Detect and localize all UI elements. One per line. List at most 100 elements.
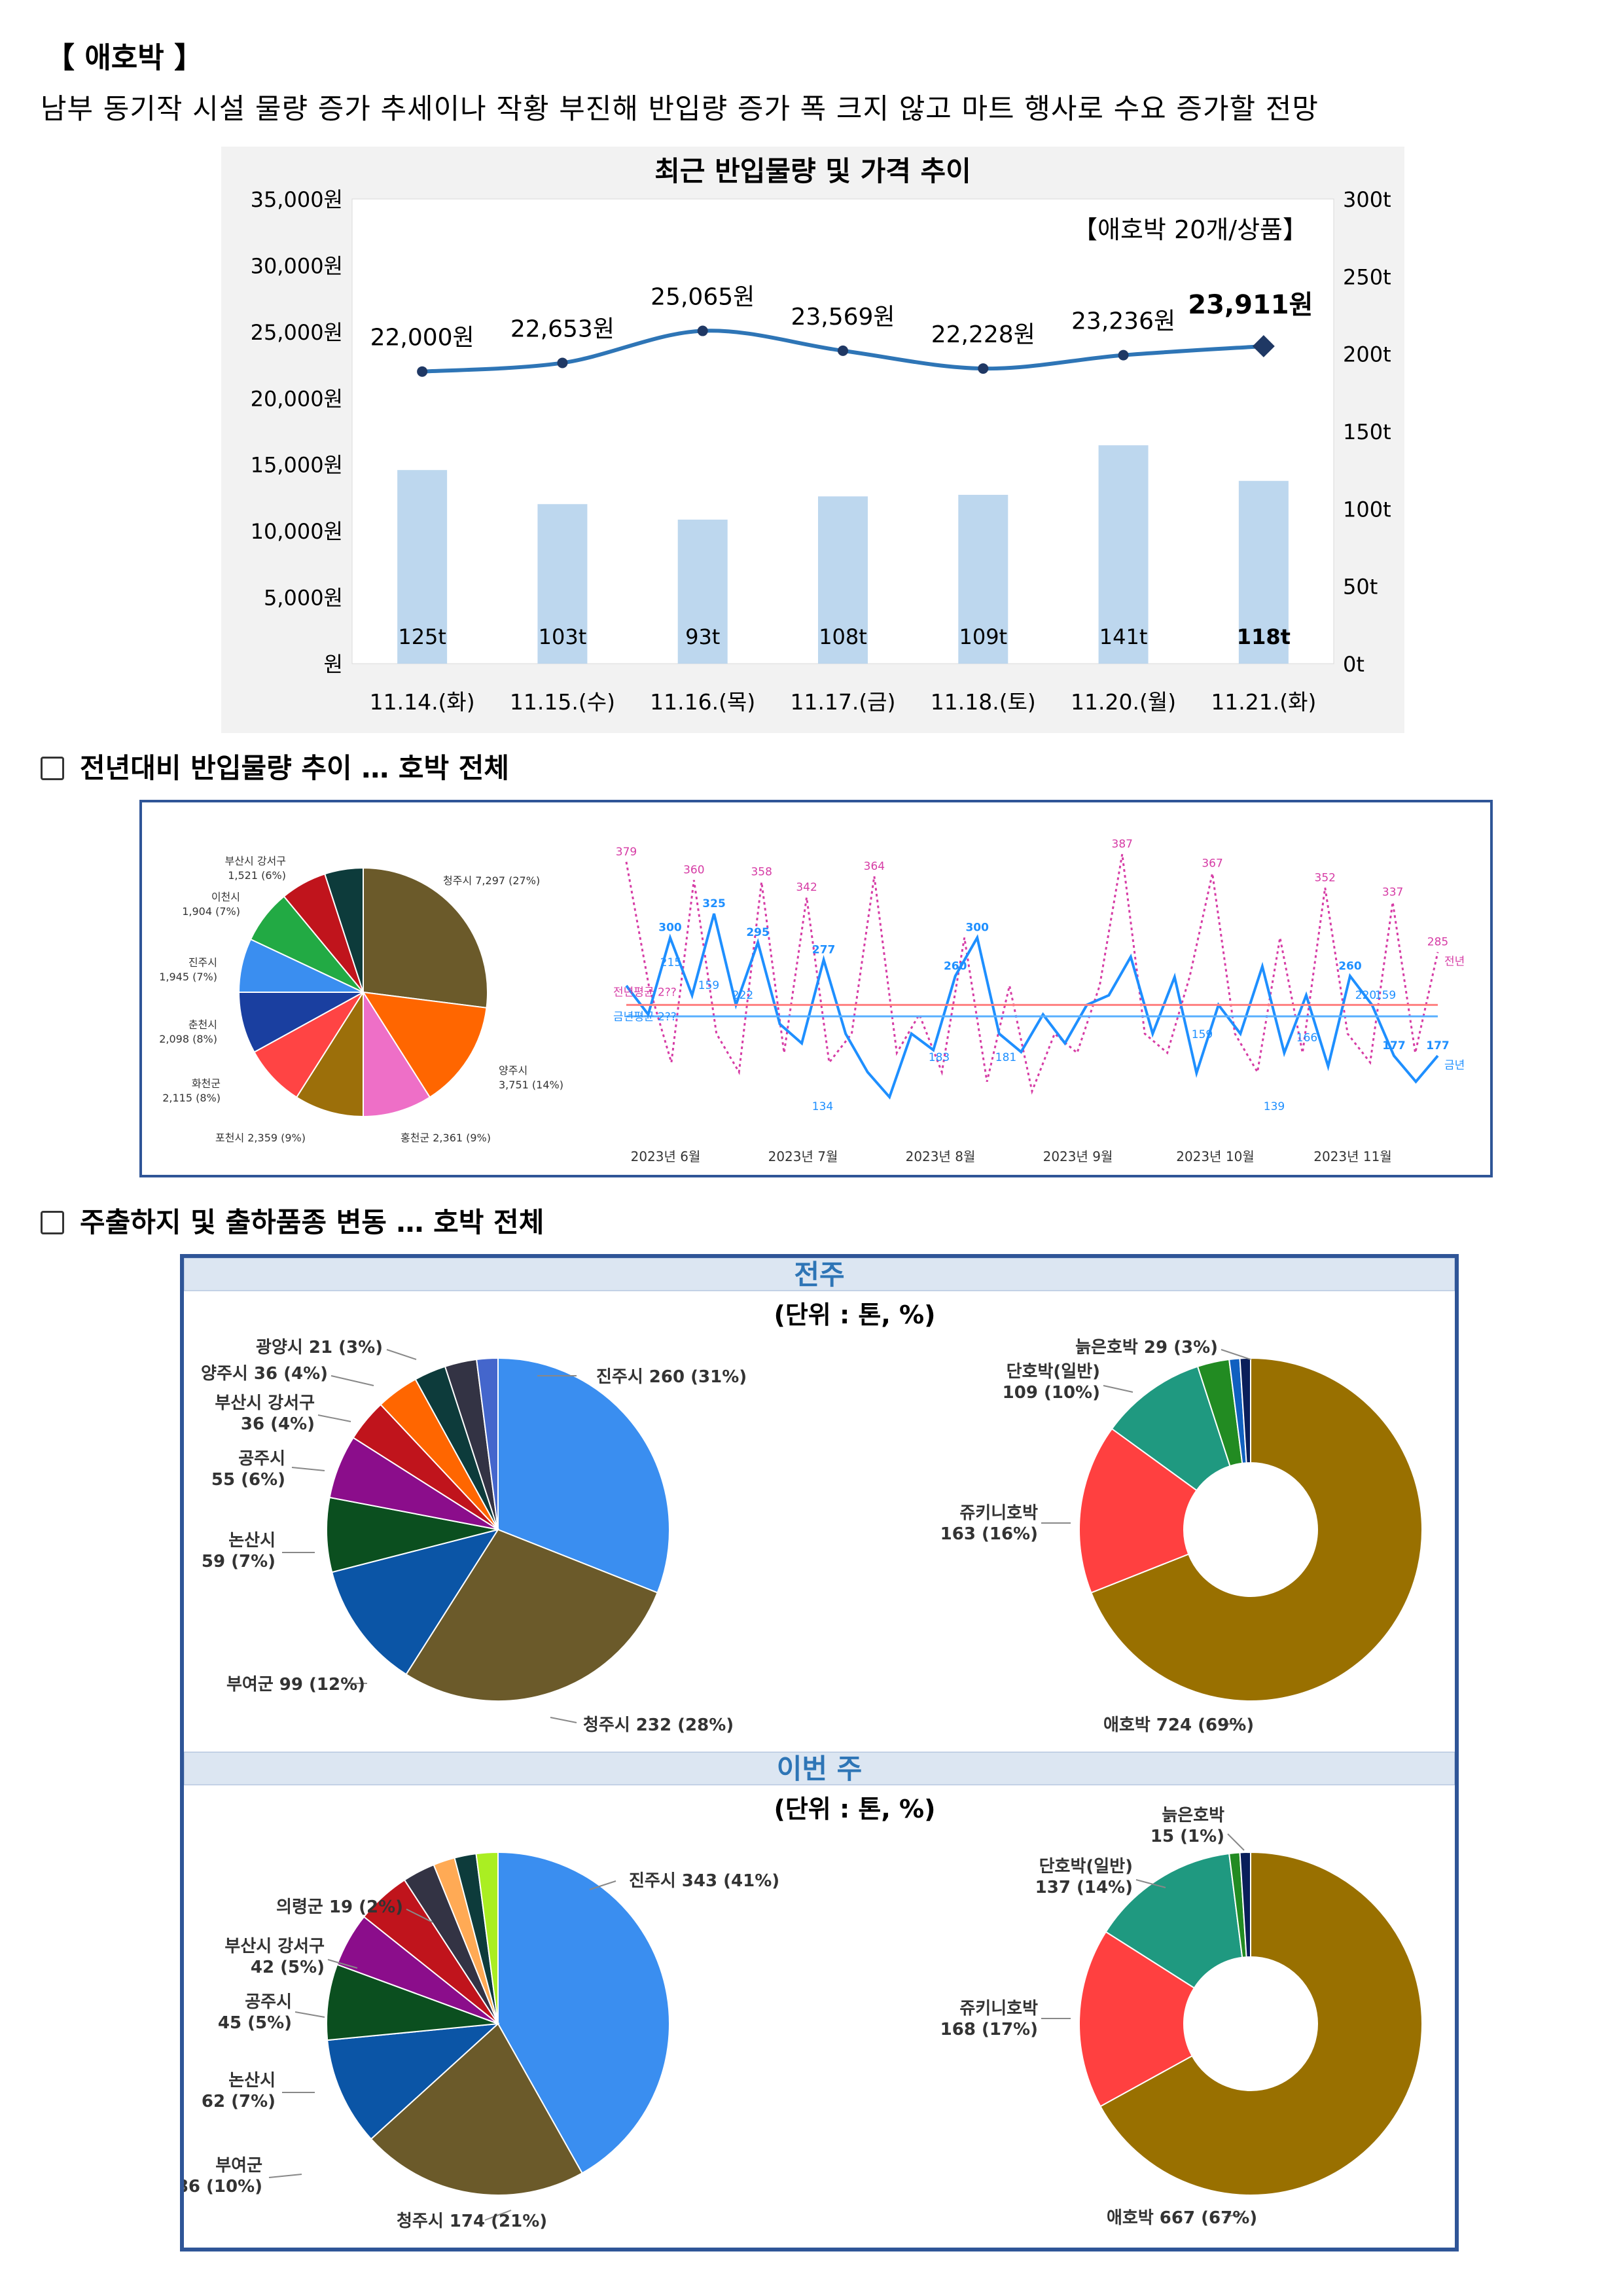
origin-pie-label: 광양시 21 (3%): [256, 1338, 383, 1357]
yoy-prev-peak-label: 358: [751, 866, 772, 879]
variety-donut-label: 쥬키니호박: [959, 1503, 1038, 1523]
variety-donut-label: 애호박 667 (67%): [1107, 2208, 1257, 2228]
yoy-prev-peak-label: 367: [1202, 857, 1222, 870]
yoy-curr-peak-label: 295: [746, 926, 770, 939]
yoy-pie-label: 2,115 (8%): [162, 1092, 221, 1104]
price-marker: [697, 325, 708, 336]
week-unit: (단위 : 톤, %): [774, 1795, 935, 1823]
avg-label-prev: 전년평균 2??: [613, 986, 677, 999]
variety-donut-label: 109 (10%): [1003, 1383, 1100, 1403]
section-origin-label: 주출하지 및 출하품종 변동 … 호박 전체: [80, 1206, 544, 1238]
y-right-tick: 300t: [1343, 187, 1391, 212]
x-tick-label: 11.17.(금): [790, 689, 895, 715]
yoy-curr-peak-label: 177: [1426, 1039, 1450, 1052]
origin-pie-slice: [327, 2022, 500, 2140]
origin-pie-label: 부산시 강서구: [224, 1937, 325, 1956]
yoy-legend-curr: 금년: [1444, 1059, 1465, 1072]
yoy-pie-label: 2,098 (8%): [159, 1033, 217, 1045]
yoy-pie-slice: [253, 992, 364, 1098]
variety-donut-label: 늙은호박 29 (3%): [1075, 1338, 1218, 1357]
yoy-pie-label: 진주시: [188, 956, 217, 969]
origin-pie-slice: [405, 1528, 658, 1702]
price-marker: [838, 345, 848, 356]
yoy-pie-label: 1,945 (7%): [159, 971, 217, 983]
y-right-tick: 0t: [1343, 652, 1364, 677]
x-tick-label: 11.18.(토): [931, 689, 1036, 715]
yoy-x-label: 2023년 7월: [768, 1149, 838, 1164]
yoy-mid-label: 166: [1296, 1031, 1317, 1045]
y-left-tick: 15,000원: [251, 453, 343, 478]
y-right-tick: 150t: [1343, 420, 1391, 444]
price-marker: [978, 363, 989, 374]
yoy-mid-label: 159: [1375, 989, 1396, 1002]
origin-pie-label: 36 (4%): [241, 1414, 315, 1434]
chart-note: 【애호박 20개/상품】: [1073, 215, 1308, 244]
volume-bar: [677, 519, 728, 664]
volume-label: 125t: [398, 624, 446, 649]
y-right-tick: 50t: [1343, 575, 1378, 600]
yoy-curr-peak-label: 300: [658, 922, 682, 935]
volume-bar: [537, 504, 588, 664]
origin-variety-panel: 전주 (단위 : 톤, %) 진주시 260 (31%) 청주시 232 (28%) 부…: [177, 1254, 1459, 2251]
week-heading-bar: [183, 1257, 1455, 1291]
week-heading: 전주: [794, 1259, 844, 1291]
origin-pie-label: 62 (7%): [202, 2092, 276, 2111]
y-left-tick: 원: [324, 652, 343, 677]
recent-volume-price-chart: 최근 반입물량 및 가격 추이 【애호박 20개/상품】 35,000원 30,000…: [221, 147, 1404, 733]
variety-donut-label: 늙은호박: [1162, 1806, 1224, 1825]
yoy-pie-slice: [363, 867, 488, 1009]
origin-pie-slice: [326, 1964, 499, 2041]
variety-donut-label-leader: [1135, 1879, 1166, 1888]
yoy-mid-label: 222: [732, 989, 753, 1002]
origin-pie-slice: [326, 1496, 499, 1573]
variety-donut-label: 애호박 724 (69%): [1103, 1715, 1254, 1735]
yoy-pie-label: 이천시: [211, 891, 240, 903]
volume-label: 118t: [1237, 624, 1291, 649]
origin-pie-label: 45 (5%): [218, 2013, 292, 2033]
week-heading: 이번 주: [777, 1753, 863, 1785]
yoy-pie-label: 춘천시: [188, 1018, 217, 1031]
variety-donut-slice: [1079, 1931, 1196, 2108]
price-marker: [417, 366, 428, 377]
yoy-pie-slice: [324, 867, 364, 993]
week-unit: (단위 : 톤, %): [774, 1300, 935, 1329]
section-origin-heading: 주출하지 및 출하품종 변동 … 호박 전체: [41, 1200, 544, 1240]
yoy-prev-peak-label: 379: [616, 846, 637, 859]
origin-pie-label: 논산시: [228, 1531, 276, 1551]
price-label: 25,065원: [651, 284, 755, 311]
price-label: 22,228원: [931, 321, 1035, 348]
origin-pie-label: 공주시: [245, 1992, 292, 2012]
price-label: 23,569원: [791, 304, 895, 331]
origin-pie-label-leader: [484, 2210, 512, 2221]
checkbox-icon: [41, 1211, 64, 1234]
y-left-tick: 10,000원: [251, 519, 343, 544]
origin-pie-label: 부여군 99 (12%): [226, 1675, 365, 1695]
price-marker: [1118, 350, 1129, 361]
yoy-curr-peak-label: 260: [944, 960, 967, 973]
yoy-pie-slice: [362, 991, 488, 1098]
origin-pie-slice: [497, 1851, 671, 2174]
y-left-tick: 5,000원: [264, 586, 343, 611]
origin-pie-label: 55 (6%): [211, 1470, 285, 1490]
origin-pie-label: 진주시 343 (41%): [629, 1871, 779, 1891]
yoy-pie-label: 홍천군 2,361 (9%): [401, 1132, 491, 1144]
yoy-prev-peak-label: 387: [1112, 838, 1133, 851]
variety-donut-slice: [1090, 1357, 1423, 1702]
yoy-pie-label: 청주시 7,297 (27%): [443, 874, 540, 887]
y-right-tick: 100t: [1343, 497, 1391, 522]
variety-donut-label: 163 (16%): [940, 1524, 1038, 1544]
yoy-mid-label: 215: [660, 956, 681, 969]
variety-donut-label-leader: [1227, 1833, 1245, 1851]
variety-donut-label-leader: [1221, 1349, 1251, 1360]
variety-donut-slice: [1239, 1357, 1251, 1464]
volume-label: 93t: [685, 624, 720, 649]
chart-title: 최근 반입물량 및 가격 추이: [654, 155, 971, 187]
x-tick-label: 11.21.(화): [1211, 689, 1316, 715]
volume-label: 141t: [1099, 624, 1148, 649]
origin-variety-svg: 전주 (단위 : 톤, %) 진주시 260 (31%) 청주시 232 (28%) 부…: [177, 1257, 1455, 2231]
origin-pie-label: 부산시 강서구: [215, 1393, 315, 1413]
yoy-prev-peak-label: 360: [683, 864, 704, 877]
variety-donut-label: 쥬키니호박: [959, 1999, 1038, 2018]
variety-donut-label: 168 (17%): [940, 2020, 1038, 2039]
yoy-pie-label: 화천군: [192, 1077, 221, 1090]
